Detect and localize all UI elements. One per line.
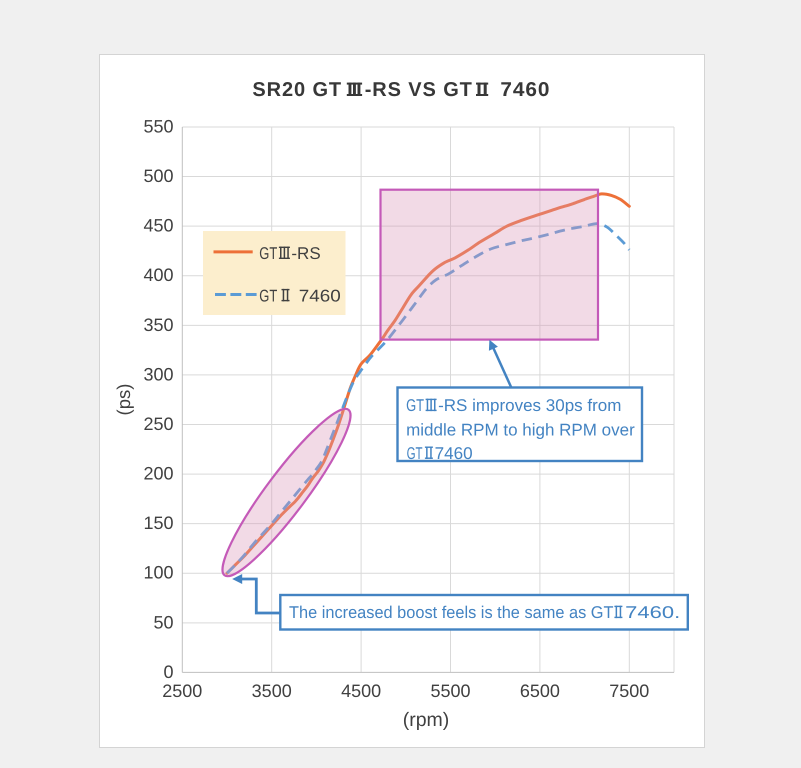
svg-text:2500: 2500 (162, 681, 202, 701)
svg-text:7460: 7460 (435, 444, 473, 463)
svg-text:300: 300 (143, 364, 173, 384)
svg-text:500: 500 (143, 166, 173, 186)
svg-text:250: 250 (143, 414, 173, 434)
svg-text:5500: 5500 (430, 681, 470, 701)
svg-text:GT: GT (407, 444, 423, 463)
svg-text:200: 200 (143, 464, 173, 484)
svg-text:450: 450 (143, 216, 173, 236)
svg-text:0: 0 (163, 662, 173, 682)
svg-text:GT: GT (406, 396, 424, 415)
svg-text:150: 150 (143, 513, 173, 533)
svg-text:-RS improves 30ps from: -RS improves 30ps from (438, 396, 621, 415)
svg-text:GT: GT (259, 244, 277, 263)
svg-text:The increased boost feels is t: The increased boost feels is the same as… (289, 603, 614, 622)
svg-text:100: 100 (143, 563, 173, 583)
svg-text:550: 550 (143, 116, 173, 136)
svg-text:3500: 3500 (252, 681, 292, 701)
svg-text:7460.: 7460. (625, 603, 680, 622)
svg-text:7460: 7460 (500, 79, 550, 101)
svg-text:7500: 7500 (609, 681, 649, 701)
svg-text:4500: 4500 (341, 681, 381, 701)
svg-text:7460: 7460 (299, 286, 341, 305)
svg-text:middle RPM to high RPM over: middle RPM to high RPM over (406, 420, 635, 439)
svg-text:SR20 GT: SR20 GT (252, 79, 342, 101)
svg-text:(rpm): (rpm) (403, 709, 450, 731)
svg-text:6500: 6500 (520, 681, 560, 701)
svg-text:(ps): (ps) (113, 384, 134, 416)
svg-text:-RS VS GT: -RS VS GT (365, 79, 473, 101)
svg-text:50: 50 (153, 612, 173, 632)
svg-text:400: 400 (143, 265, 173, 285)
svg-text:GT: GT (259, 286, 277, 305)
svg-text:350: 350 (143, 315, 173, 335)
svg-text:-RS: -RS (291, 244, 320, 263)
